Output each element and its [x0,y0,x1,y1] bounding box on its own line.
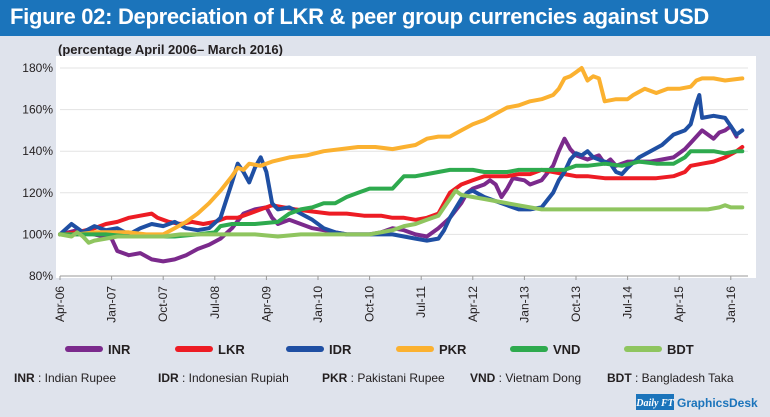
footnote-inr: INR : Indian Rupee [14,371,116,385]
x-tick-label: Oct-07 [156,286,170,322]
x-axis-ticks: Apr-06 Jan-07 Oct-07 Jul-08 Apr-09 Jan-10 Oct-… [53,276,738,323]
gridlines [60,67,748,277]
series-line-idr [58,93,745,243]
x-tick-label: Apr-15 [672,286,686,322]
x-tick-label: Jul-08 [208,286,222,319]
legend-label-inr: INR [108,342,131,357]
figure-subtitle: (percentage April 2006– March 2016) [58,42,283,57]
y-tick-label: 120% [22,186,53,200]
y-axis-ticks: 80% 100% 120% 140% 160% 180% [22,61,53,283]
footnote-code: VND [470,371,496,385]
footnote-name: : Pakistani Rupee [347,371,445,385]
series-line-pkr [58,66,745,237]
y-tick-label: 160% [22,103,53,117]
legend-label-lkr: LKR [218,342,245,357]
x-tick-label: Jan-07 [105,286,119,323]
footnote-name: : Indonesian Rupiah [179,371,289,385]
series-line-bdt [58,188,745,245]
footnote-name: : Bangladesh Taka [632,371,734,385]
x-tick-label: Jan-13 [517,286,531,323]
x-tick-label: Jul-14 [621,286,635,319]
footnote-pkr: PKR : Pakistani Rupee [322,371,445,385]
footnotes: INR : Indian Rupee IDR : Indonesian Rupia… [14,371,734,385]
y-tick-label: 140% [22,144,53,158]
credit-text: GraphicsDesk [677,396,758,410]
footnote-code: IDR [158,371,179,385]
footnote-name: : Indian Rupee [35,371,117,385]
legend-label-bdt: BDT [667,342,694,357]
footnote-bdt: BDT : Bangladesh Taka [607,371,734,385]
x-tick-label: Jan-10 [311,286,325,323]
x-tick-label: Jan-16 [724,286,738,323]
credit-logo-box [636,394,674,410]
footnote-idr: IDR : Indonesian Rupiah [158,371,289,385]
y-tick-label: 100% [22,227,53,241]
y-tick-label: 180% [22,61,53,75]
x-tick-label: Jul-11 [414,286,428,318]
credit-logo: Daily FT [635,398,674,409]
x-tick-label: Oct-10 [363,286,377,322]
legend: INR LKR IDR PKR VND BDT [65,342,694,357]
footnote-name: : Vietnam Dong [495,371,581,385]
credit: Daily FT GraphicsDesk [635,394,758,410]
footnote-code: PKR [322,371,348,385]
legend-label-idr: IDR [329,342,352,357]
footnote-code: INR [14,371,35,385]
footnote-vnd: VND : Vietnam Dong [470,371,581,385]
figure-title: Figure 02: Depreciation of LKR & peer gr… [0,0,770,36]
y-tick-label: 80% [29,269,53,283]
x-tick-label: Oct-13 [569,286,583,322]
series-line-vnd [58,149,745,239]
legend-label-pkr: PKR [439,342,467,357]
x-tick-label: Apr-09 [259,286,273,322]
x-tick-label: Apr-06 [53,286,67,322]
x-tick-label: Apr-12 [466,286,480,322]
legend-label-vnd: VND [553,342,580,357]
footnote-code: BDT [607,371,632,385]
series-lines [58,66,745,264]
